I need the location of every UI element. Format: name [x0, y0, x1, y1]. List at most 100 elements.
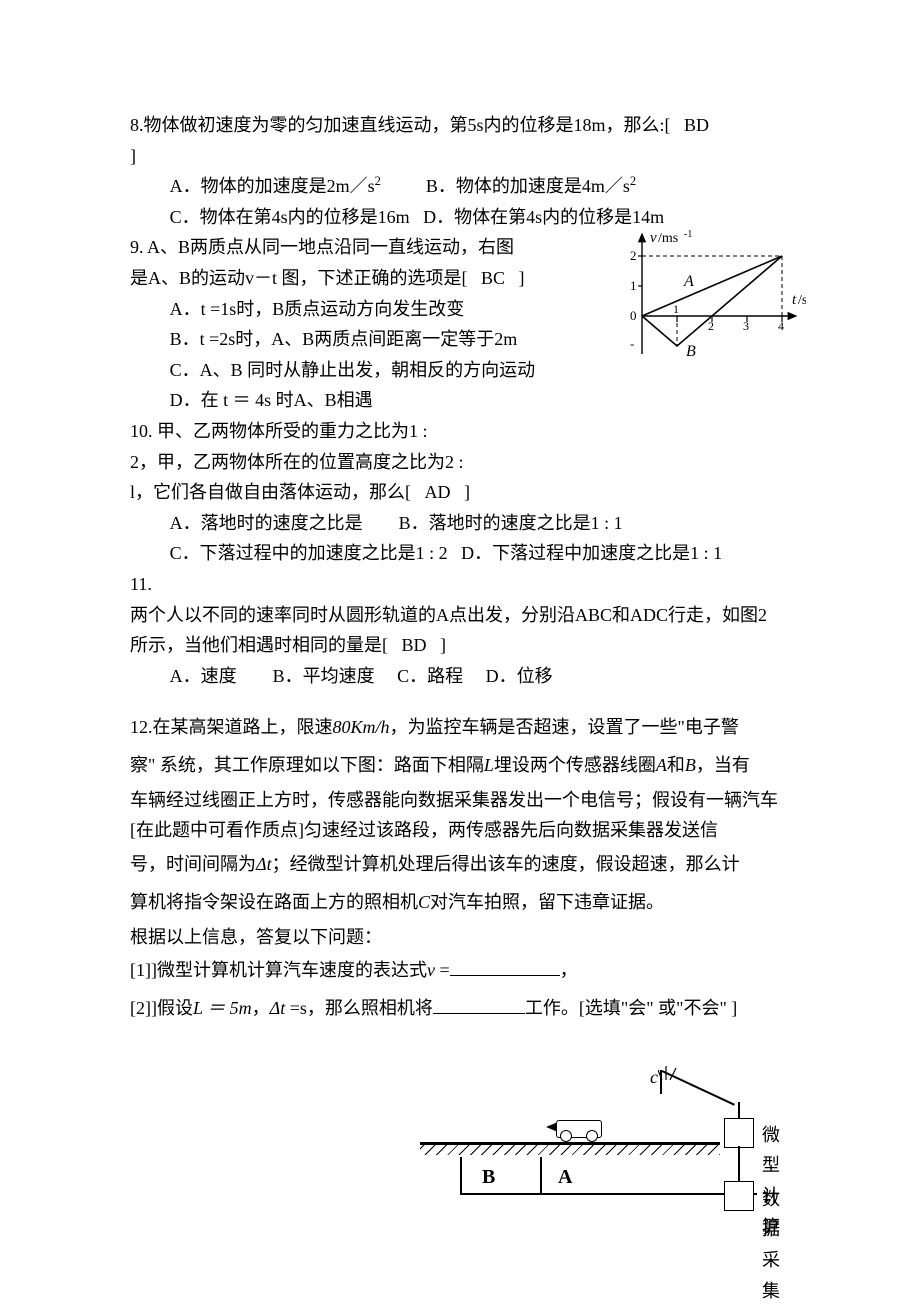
q8-stem-close: ] — [130, 141, 790, 172]
camera-pole — [660, 1070, 662, 1094]
q8-stem-text: 8.物体做初速度为零的匀加速直线运动，第5s内的位移是18m，那么:[ — [130, 115, 671, 135]
q10-line2: 2，甲，乙两物体所在的位置高度之比为2 : — [130, 447, 790, 478]
q8-optD: D．物体在第4s内的位移是14m — [423, 207, 664, 227]
q12-p1a: 12.在某高架道路上，限速 — [130, 717, 333, 737]
q10-line3: l，它们各自做自由落体运动，那么[ AD ] — [130, 477, 790, 508]
road-hatching — [420, 1145, 720, 1155]
q10-line3a: l，它们各自做自由落体运动，那么[ — [130, 482, 411, 502]
q9-block: v /ms -1 t /s 1 2 0 - 1 2 3 4 A B 9. A、B… — [130, 232, 790, 416]
q9-optD: D．在 t ＝ 4s 时A、B相遇 — [130, 385, 790, 416]
q12-p2c: 和 — [667, 755, 685, 775]
q8-optB: B．物体的加速度是4m／s2 — [426, 176, 636, 196]
q12-p2d: ，当有 — [696, 755, 750, 775]
q10-options-row2: C．下落过程中的加速度之比是1 : 2 D．下落过程中加速度之比是1 : 1 — [130, 538, 790, 569]
q11-line3a: 所示，当他们相遇时相同的量是[ — [130, 635, 388, 655]
q8-optB-text: B．物体的加速度是4m／s — [426, 176, 630, 196]
q11-line2: 两个人以不同的速率同时从圆形轨道的A点出发，分别沿ABC和ADC行走，如图2 — [130, 600, 790, 631]
q10-line1: 10. 甲、乙两物体所受的重力之比为1 : — [130, 416, 790, 447]
collector-box — [724, 1181, 754, 1211]
computer-box — [724, 1118, 754, 1148]
q10-optD: D．下落过程中加速度之比是1 : 1 — [461, 543, 722, 563]
q8-options-row1: A．物体的加速度是2m／s2 B．物体的加速度是4m／s2 — [130, 171, 790, 202]
q12-B: B — [685, 755, 696, 775]
q11-optA: A．速度 — [170, 666, 237, 686]
q12-sub1: [1]]微型计算机计算汽车速度的表达式v =， — [130, 952, 790, 990]
q9-answer: BC — [481, 268, 505, 288]
q12-sub1c: ， — [560, 960, 578, 980]
q10-optC: C．下落过程中的加速度之比是1 : 2 — [170, 543, 448, 563]
camera-label: c — [650, 1062, 658, 1093]
q10-options-row1: A．落地时的速度之比是 B．落地时的速度之比是1 : 1 — [130, 508, 790, 539]
q12-diagram: B A c 微型计算 数据采集 — [130, 1062, 790, 1232]
q8-stem: 8.物体做初速度为零的匀加速直线运动，第5s内的位移是18m，那么:[ BD — [130, 110, 790, 141]
svg-text:1: 1 — [673, 302, 679, 316]
svg-text:-: - — [630, 336, 634, 351]
svg-text:/ms: /ms — [658, 231, 678, 246]
svg-text:4: 4 — [778, 319, 784, 333]
svg-text:3: 3 — [743, 319, 749, 333]
svg-text:t: t — [792, 292, 797, 308]
box-connector — [738, 1146, 740, 1181]
q12-p4: 号，时间间隔为Δt；经微型计算机处理后得出该车的速度，假设超速，那么计 — [130, 846, 790, 884]
q11-line3b: ] — [440, 635, 446, 655]
q11-answer: BD — [402, 635, 427, 655]
q8-answer: BD — [684, 115, 709, 135]
collector-label: 数据采集 — [762, 1184, 790, 1306]
svg-text:-1: -1 — [684, 229, 692, 240]
q12-blank2 — [433, 994, 525, 1014]
q12-p1b: ，为监控车辆是否超速，设置了一些"电子警 — [390, 717, 739, 737]
q12-sub2f: 工作。[选填"会" 或"不会" ] — [525, 998, 737, 1018]
camera-wire — [662, 1070, 735, 1106]
svg-text:0: 0 — [630, 308, 637, 323]
q12-dt: Δt — [256, 854, 272, 874]
q12-p3: 车辆经过线圈正上方时，传感器能向数据采集器发出一个电信号；假设有一辆汽车[在此题… — [130, 785, 790, 846]
q12-sub2a: [2]]假设 — [130, 998, 193, 1018]
sensor-B-label: B — [482, 1160, 495, 1194]
q12-speed: 80Km/h — [333, 717, 390, 737]
wheel-icon — [586, 1130, 598, 1142]
sensor-B-bracket — [460, 1157, 542, 1195]
wheel-icon — [560, 1130, 572, 1142]
q12-p2a: 察" 系统，其工作原理如以下图：路面下相隔 — [130, 755, 484, 775]
q12-p5a: 算机将指令架设在路面上方的照相机 — [130, 892, 418, 912]
sensor-A-label: A — [558, 1160, 572, 1194]
q12-p2: 察" 系统，其工作原理如以下图：路面下相隔L埋设两个传感器线圈A和B，当有 — [130, 747, 790, 785]
car-icon — [550, 1112, 606, 1142]
q11-optB: B．平均速度 — [273, 666, 375, 686]
q12-A: A — [656, 755, 667, 775]
q12-p5: 算机将指令架设在路面上方的照相机C对汽车拍照，留下违章证据。 — [130, 884, 790, 922]
svg-text:v: v — [650, 230, 657, 246]
q12-C: C — [418, 892, 430, 912]
q10-optA: A．落地时的速度之比是 — [170, 513, 363, 533]
q9-line2a: 是A、B的运动v－t 图，下述正确的选项是[ — [130, 268, 468, 288]
q12-blank1 — [450, 956, 560, 976]
q12-p5b: 对汽车拍照，留下违章证据。 — [430, 892, 664, 912]
q10-line3b: ] — [464, 482, 470, 502]
wire-vertical — [738, 1102, 740, 1118]
q11-optC: C．路程 — [397, 666, 463, 686]
q12-sub2d: Δt — [270, 998, 286, 1018]
q12-p4a: 号，时间间隔为 — [130, 854, 256, 874]
q12-sub2e: =s，那么照相机将 — [285, 998, 433, 1018]
q12-p6: 根据以上信息，答复以下问题： — [130, 922, 790, 953]
svg-text:2: 2 — [630, 248, 637, 263]
q12-sub2b: L ＝ 5m — [193, 998, 252, 1018]
q12-p1: 12.在某高架道路上，限速80Km/h，为监控车辆是否超速，设置了一些"电子警 — [130, 709, 790, 747]
q12-sub2c: ， — [252, 998, 270, 1018]
q11-options: A．速度 B．平均速度 C．路程 D．位移 — [130, 661, 790, 692]
q8-optC: C．物体在第4s内的位移是16m — [170, 207, 410, 227]
q12-L: L — [484, 755, 494, 775]
q10-answer: AD — [425, 482, 451, 502]
svg-text:A: A — [683, 273, 694, 290]
svg-text:1: 1 — [630, 278, 637, 293]
q8-optA: A．物体的加速度是2m／s2 — [170, 176, 381, 196]
q11-line3: 所示，当他们相遇时相同的量是[ BD ] — [130, 630, 790, 661]
svg-text:B: B — [686, 343, 696, 360]
q12-sub1b: = — [435, 960, 450, 980]
q9-line2b: ] — [519, 268, 525, 288]
q12-sub1a: [1]]微型计算机计算汽车速度的表达式 — [130, 960, 427, 980]
q11-optD: D．位移 — [486, 666, 553, 686]
q12-p4b: ；经微型计算机处理后得出该车的速度，假设超速，那么计 — [272, 854, 740, 874]
q8-optB-exp: 2 — [630, 174, 636, 188]
q8-optA-text: A．物体的加速度是2m／s — [170, 176, 375, 196]
